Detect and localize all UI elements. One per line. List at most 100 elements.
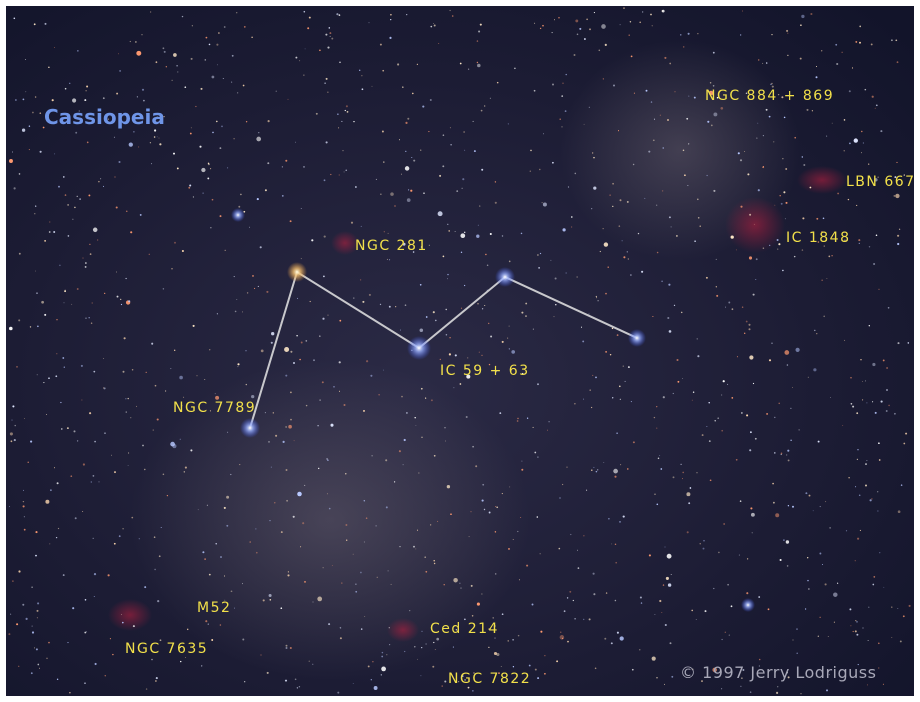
star (184, 471, 185, 472)
star (280, 607, 282, 609)
star (753, 294, 755, 296)
star (35, 96, 37, 98)
star (103, 358, 104, 359)
star (781, 452, 783, 454)
star (267, 162, 269, 164)
star (159, 138, 160, 139)
star (421, 437, 422, 438)
star (769, 245, 770, 246)
object-label: IC 1848 (786, 230, 850, 246)
star (290, 647, 292, 649)
star (256, 552, 258, 554)
star (390, 19, 391, 20)
star (509, 261, 511, 263)
star (319, 335, 321, 337)
star (853, 631, 854, 632)
star (708, 402, 709, 403)
star (746, 592, 748, 594)
star (405, 304, 407, 306)
star (257, 198, 259, 200)
star (220, 556, 222, 558)
star (126, 412, 127, 413)
star (709, 440, 711, 442)
nebula (797, 166, 847, 194)
star (879, 552, 880, 553)
star (769, 116, 771, 118)
star (438, 43, 439, 44)
star (652, 316, 653, 317)
star (195, 106, 196, 107)
star (346, 540, 347, 541)
star (353, 297, 354, 298)
star (224, 507, 226, 509)
star (618, 130, 619, 131)
star (871, 498, 872, 499)
star (450, 144, 451, 145)
star (681, 312, 683, 314)
star (900, 640, 902, 642)
star (31, 587, 32, 588)
star (771, 83, 773, 85)
star (888, 307, 890, 309)
star (268, 441, 269, 442)
star (345, 473, 346, 474)
star (53, 231, 55, 233)
star (36, 648, 38, 650)
star (481, 169, 483, 171)
star (191, 127, 192, 128)
star (201, 665, 202, 666)
star (210, 227, 211, 228)
star (822, 280, 823, 281)
star (856, 634, 858, 636)
star (73, 430, 75, 432)
star (820, 506, 821, 507)
star (378, 394, 379, 395)
star (9, 159, 13, 163)
star (191, 58, 193, 60)
star (11, 440, 13, 442)
star (631, 56, 633, 58)
star (802, 156, 803, 157)
star (383, 161, 384, 162)
star (208, 623, 209, 624)
star (421, 647, 422, 648)
star (750, 431, 752, 433)
star (329, 32, 331, 34)
star (230, 474, 231, 475)
star (540, 631, 542, 633)
star (818, 441, 820, 443)
star (67, 427, 69, 429)
star (857, 459, 858, 460)
star (656, 205, 657, 206)
star (665, 624, 667, 626)
star (234, 608, 235, 609)
star (578, 567, 580, 569)
star (859, 495, 861, 497)
star (714, 420, 715, 421)
star (84, 683, 85, 684)
star (669, 216, 671, 218)
star (211, 639, 213, 641)
star (384, 231, 385, 232)
star (246, 121, 247, 122)
star (608, 518, 610, 520)
star (623, 366, 624, 367)
star (341, 121, 342, 122)
star (266, 291, 268, 293)
star (72, 219, 73, 220)
star (22, 129, 25, 132)
star (612, 183, 614, 185)
star (687, 185, 688, 186)
star (406, 412, 408, 414)
star (174, 242, 176, 244)
star (23, 505, 25, 507)
star (464, 285, 465, 286)
star (287, 574, 289, 576)
star (201, 168, 205, 172)
star (295, 57, 297, 59)
star (877, 510, 878, 511)
star (150, 142, 151, 143)
star (28, 462, 29, 463)
star (386, 654, 387, 655)
star (433, 311, 435, 313)
